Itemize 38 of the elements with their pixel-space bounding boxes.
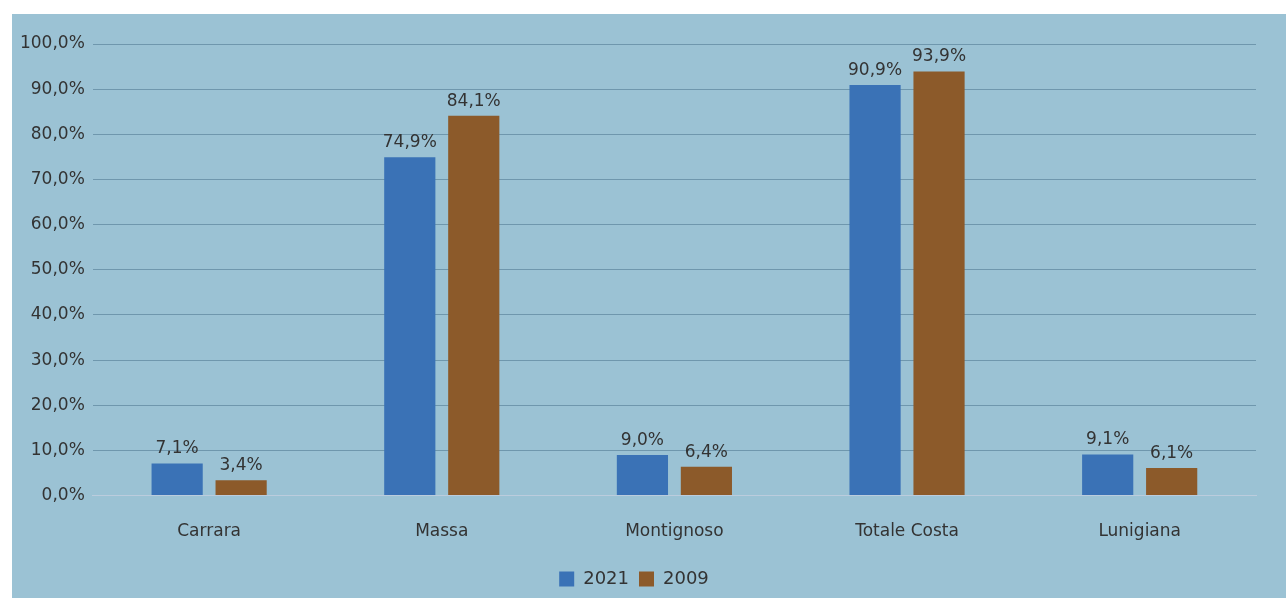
bar	[384, 157, 436, 496]
y-tick-label: 60,0%	[30, 213, 85, 234]
data-label: 90,9%	[848, 59, 903, 80]
legend-label: 2009	[663, 566, 709, 588]
x-tick-label: Massa	[415, 520, 469, 541]
bar	[215, 480, 267, 496]
y-tick-label: 10,0%	[30, 438, 85, 459]
bar	[151, 463, 203, 496]
bar	[616, 454, 669, 496]
x-tick-label: Carrara	[177, 520, 242, 541]
data-label: 84,1%	[446, 89, 501, 110]
y-tick-label: 50,0%	[30, 258, 85, 279]
data-label: 7,1%	[155, 437, 199, 458]
bar	[1082, 454, 1134, 496]
y-tick-label: 90,0%	[30, 77, 85, 98]
y-tick-label: 100,0%	[19, 32, 85, 53]
bar	[849, 85, 901, 496]
bar	[1146, 468, 1198, 496]
y-tick-label: 40,0%	[30, 303, 85, 324]
y-tick-label: 0,0%	[41, 484, 85, 505]
data-label: 9,0%	[620, 428, 665, 449]
legend-label: 2021	[583, 566, 629, 588]
y-tick-label: 20,0%	[30, 393, 85, 414]
x-tick-label: Totale Costa	[854, 520, 959, 541]
data-label: 3,4%	[219, 454, 263, 475]
y-tick-label: 30,0%	[30, 348, 85, 369]
x-tick-label: Lunigiana	[1098, 520, 1181, 541]
data-label: 6,4%	[684, 440, 728, 461]
bar	[913, 71, 965, 496]
bar	[680, 466, 732, 496]
y-tick-label: 80,0%	[30, 122, 85, 143]
data-label: 93,9%	[912, 45, 967, 66]
y-tick-label: 70,0%	[30, 167, 85, 188]
bar	[448, 115, 500, 496]
data-label: 9,1%	[1086, 428, 1130, 449]
x-tick-label: Montignoso	[625, 520, 724, 541]
data-label: 6,1%	[1150, 441, 1194, 462]
data-label: 74,9%	[382, 131, 437, 152]
